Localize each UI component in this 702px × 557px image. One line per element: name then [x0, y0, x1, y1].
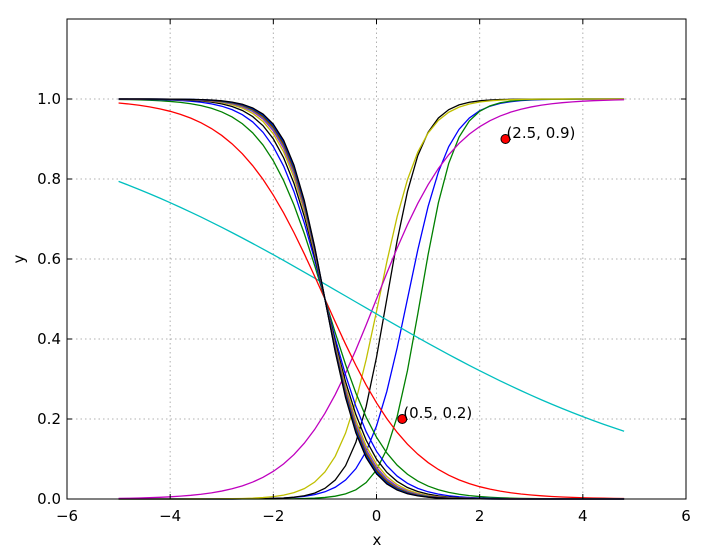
annotation-label: (2.5, 0.9) [506, 124, 575, 142]
series-line-7 [118, 102, 625, 500]
x-tick-label: 4 [578, 507, 588, 525]
annotation-label: (0.5, 0.2) [403, 404, 472, 422]
axis-ticks: −6 −4 −2 0 2 4 6 0.0 0.2 0.4 0.6 0.8 1.0 [37, 19, 691, 525]
y-axis-label: y [10, 254, 28, 263]
x-tick-label: 6 [681, 507, 691, 525]
annotation-points: (0.5, 0.2) (2.5, 0.9) [397, 124, 575, 424]
x-tick-label: 2 [475, 507, 485, 525]
x-tick-label: −4 [159, 507, 181, 525]
x-tick-label: 0 [372, 507, 382, 525]
series-line-6 [118, 180, 625, 432]
y-tick-label: 0.2 [37, 410, 61, 428]
series-group [118, 98, 625, 500]
y-tick-label: 0.8 [37, 170, 61, 188]
y-tick-label: 1.0 [37, 90, 61, 108]
series-line-5 [118, 99, 625, 500]
x-axis-label: x [373, 531, 382, 549]
y-tick-label: 0.4 [37, 330, 61, 348]
y-tick-label: 0.6 [37, 250, 61, 268]
annotation-point [397, 414, 408, 424]
annotation-point [500, 134, 511, 144]
x-tick-label: −6 [56, 507, 78, 525]
x-tick-label: −2 [262, 507, 284, 525]
y-tick-label: 0.0 [37, 490, 61, 508]
